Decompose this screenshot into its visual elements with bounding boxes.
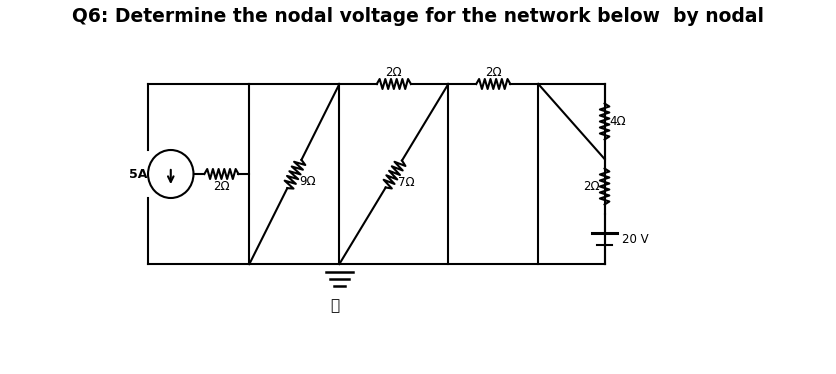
Text: 2Ω: 2Ω	[385, 65, 402, 79]
Text: 2Ω: 2Ω	[583, 180, 599, 193]
Text: 4Ω: 4Ω	[609, 115, 626, 128]
Text: 2Ω: 2Ω	[485, 65, 502, 79]
Text: 5A: 5A	[130, 168, 148, 181]
Text: 7Ω: 7Ω	[398, 176, 415, 189]
Text: 2Ω: 2Ω	[213, 180, 230, 193]
Text: Q6: Determine the nodal voltage for the network below  by nodal: Q6: Determine the nodal voltage for the …	[72, 6, 764, 25]
Text: ⓘ: ⓘ	[330, 298, 339, 313]
Text: 9Ω: 9Ω	[299, 175, 316, 188]
Text: 20 V: 20 V	[622, 233, 648, 245]
